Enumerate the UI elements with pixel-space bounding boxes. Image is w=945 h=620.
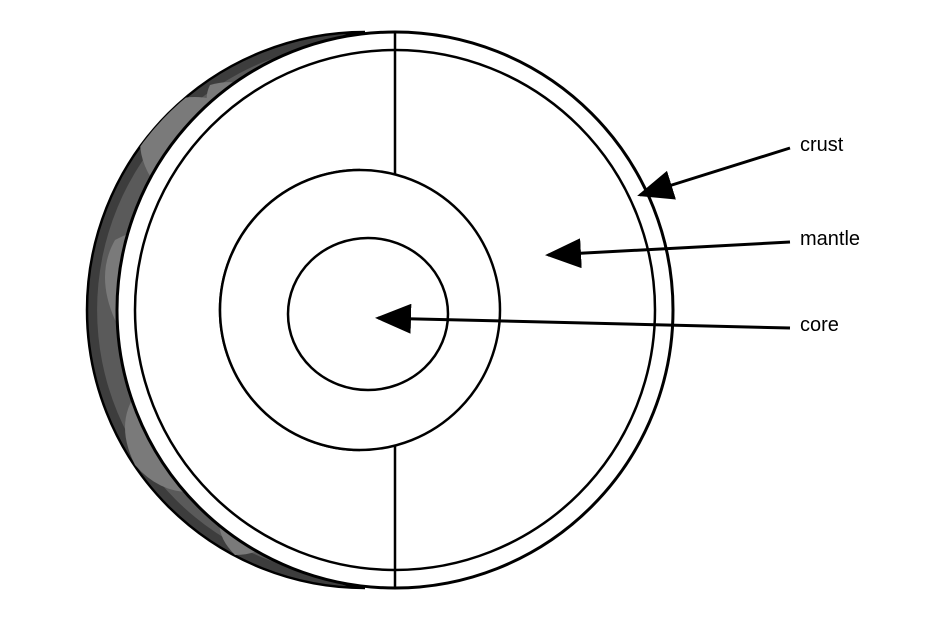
label-crust: crust <box>800 134 843 157</box>
label-core: core <box>800 314 839 337</box>
arrow-crust <box>640 148 790 195</box>
core-shell <box>220 170 500 450</box>
cutaway-face <box>117 32 673 588</box>
label-mantle: mantle <box>800 228 860 251</box>
earth-layers-diagram <box>0 0 945 620</box>
